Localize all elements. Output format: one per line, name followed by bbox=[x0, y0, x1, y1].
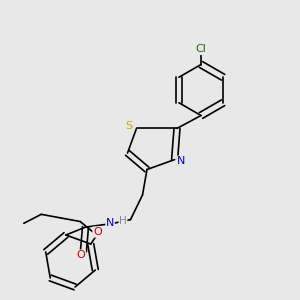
Text: H: H bbox=[119, 215, 127, 226]
Text: S: S bbox=[125, 121, 133, 131]
Text: Cl: Cl bbox=[196, 44, 206, 55]
Text: N: N bbox=[106, 218, 114, 229]
Text: O: O bbox=[76, 250, 85, 260]
Text: O: O bbox=[93, 227, 102, 237]
Text: N: N bbox=[177, 156, 185, 166]
